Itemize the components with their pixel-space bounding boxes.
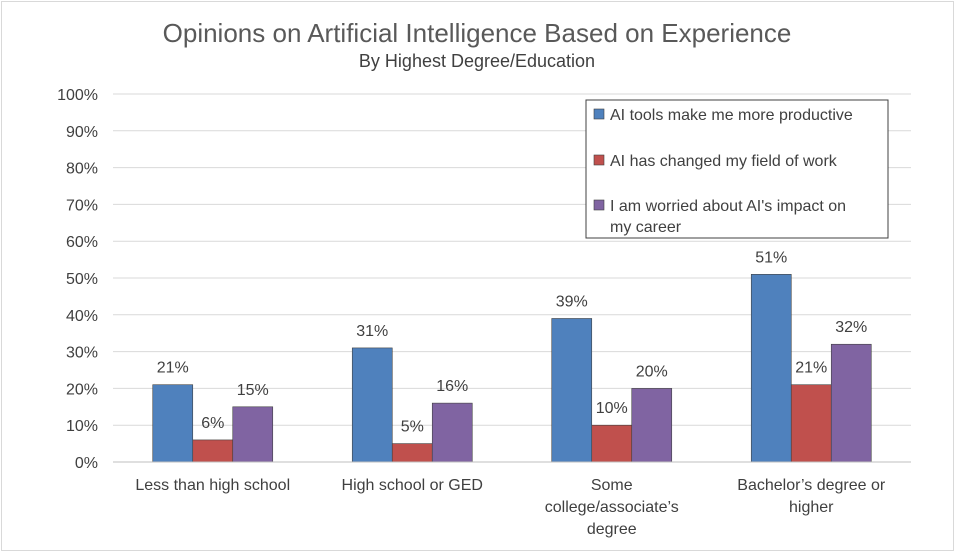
y-tick-label: 90% bbox=[66, 124, 98, 141]
bar bbox=[351, 347, 393, 463]
legend-label: my career bbox=[610, 219, 682, 236]
data-label: 31% bbox=[356, 323, 388, 340]
y-tick-label: 40% bbox=[66, 308, 98, 325]
data-label: 6% bbox=[201, 415, 224, 432]
legend: AI tools make me more productive AI has c… bbox=[585, 99, 889, 239]
x-tick-label: Less than high school bbox=[135, 477, 290, 494]
x-tick-label: degree bbox=[587, 521, 637, 538]
bar bbox=[152, 384, 194, 463]
chart-title: Opinions on Artificial Intelligence Base… bbox=[163, 18, 792, 48]
y-tick-label: 80% bbox=[66, 161, 98, 178]
y-tick-label: 100% bbox=[57, 87, 98, 104]
data-label: 20% bbox=[636, 363, 668, 380]
bars bbox=[152, 274, 872, 463]
legend-box bbox=[585, 99, 889, 239]
data-label: 5% bbox=[401, 419, 424, 436]
data-label: 32% bbox=[835, 319, 867, 336]
bar bbox=[192, 439, 234, 463]
legend-swatch bbox=[593, 108, 605, 120]
y-tick-label: 70% bbox=[66, 197, 98, 214]
y-tick-label: 30% bbox=[66, 345, 98, 362]
bar bbox=[551, 318, 593, 463]
axes: 0% 10% 20% 30% 40% 50% 60% 70% 80% 90% 100% Less th… bbox=[57, 87, 911, 538]
legend-swatch bbox=[593, 154, 605, 166]
x-tick-label: higher bbox=[789, 499, 834, 516]
data-label: 10% bbox=[596, 400, 628, 417]
data-label: 39% bbox=[556, 293, 588, 310]
bar bbox=[591, 424, 633, 463]
bar bbox=[391, 443, 433, 463]
bar bbox=[232, 406, 274, 463]
y-tick-label: 20% bbox=[66, 381, 98, 398]
bar bbox=[750, 274, 792, 463]
data-label: 51% bbox=[755, 249, 787, 266]
data-label: 21% bbox=[157, 360, 189, 377]
data-label: 15% bbox=[237, 382, 269, 399]
legend-label: AI has changed my field of work bbox=[610, 153, 838, 170]
legend-swatch bbox=[593, 199, 605, 211]
bar bbox=[830, 343, 872, 463]
bar bbox=[631, 388, 673, 463]
data-label: 21% bbox=[795, 360, 827, 377]
x-tick-label: High school or GED bbox=[342, 477, 483, 494]
y-tick-label: 60% bbox=[66, 234, 98, 251]
x-tick-label: Some bbox=[591, 477, 633, 494]
y-tick-label: 0% bbox=[75, 455, 98, 472]
bar bbox=[790, 384, 832, 463]
bar bbox=[431, 402, 473, 463]
y-tick-label: 50% bbox=[66, 271, 98, 288]
x-tick-label: college/associate’s bbox=[545, 499, 679, 516]
legend-label: AI tools make me more productive bbox=[610, 107, 853, 124]
x-tick-label: Bachelor’s degree or bbox=[737, 477, 886, 494]
chart-subtitle: By Highest Degree/Education bbox=[359, 51, 595, 71]
data-labels: 21% 6% 15% 31% 5% 16% 39% 10% 20% 51% 21% 32% bbox=[157, 249, 868, 435]
legend-label: I am worried about AI's impact on bbox=[610, 198, 846, 215]
data-label: 16% bbox=[436, 378, 468, 395]
y-tick-label: 10% bbox=[66, 418, 98, 435]
